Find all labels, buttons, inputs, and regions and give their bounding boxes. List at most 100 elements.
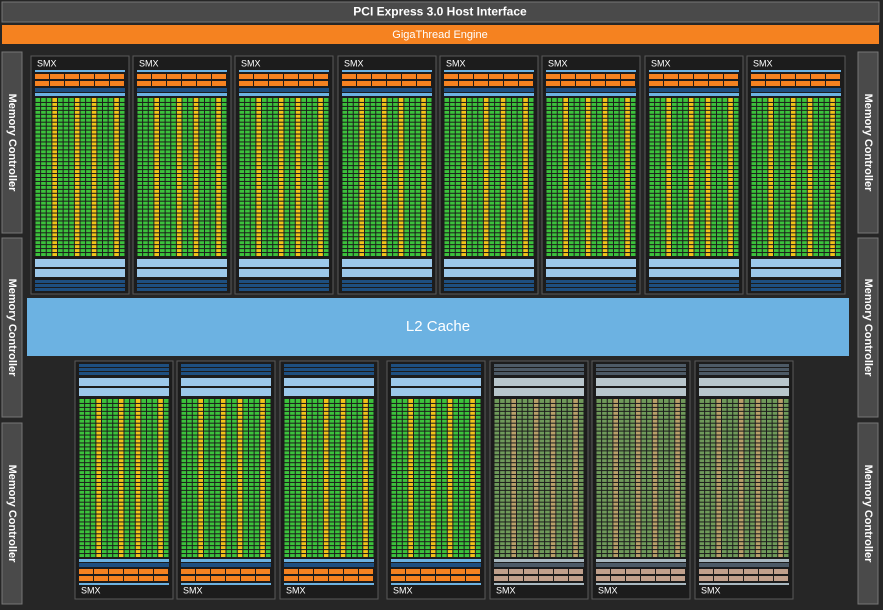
- core-row-gap: [79, 414, 169, 416]
- core-row-gap: [35, 117, 125, 119]
- texture-row: [444, 288, 534, 291]
- core-row-gap: [391, 434, 481, 436]
- core-row-gap: [444, 228, 534, 230]
- shared-memory: [751, 259, 841, 267]
- warp-scheduler: [254, 74, 268, 79]
- core-row-gap: [342, 204, 432, 206]
- core-row-gap: [137, 192, 227, 194]
- core-row-gap: [35, 161, 125, 163]
- core-row-gap: [699, 478, 789, 479]
- core-row-gap: [596, 438, 686, 440]
- core-row-gap: [342, 220, 432, 222]
- core-row-gap: [35, 137, 125, 139]
- core-row-gap: [649, 224, 739, 226]
- core-row-gap: [596, 537, 686, 539]
- core-row-gap: [137, 204, 227, 206]
- l1-cache: [751, 269, 841, 277]
- core-row-gap: [35, 180, 125, 182]
- core-row-gap: [181, 446, 271, 448]
- texture-row: [79, 364, 169, 367]
- dispatch-row: [596, 563, 686, 567]
- texture-row: [181, 364, 271, 367]
- warp-scheduler: [781, 74, 795, 79]
- core-row-gap: [35, 216, 125, 218]
- warp-scheduler: [489, 81, 503, 86]
- smx-label: SMX: [241, 58, 261, 68]
- core-row-gap: [494, 454, 584, 456]
- texture-row: [546, 288, 636, 291]
- core-row-gap: [699, 402, 789, 404]
- core-row-gap: [596, 505, 686, 507]
- core-row-gap: [284, 529, 374, 531]
- core-row-gap: [35, 196, 125, 198]
- warp-scheduler: [181, 569, 195, 574]
- warp-scheduler: [679, 74, 693, 79]
- core-row-gap: [284, 418, 374, 420]
- dispatch-row: [181, 563, 271, 567]
- core-row-gap: [596, 406, 686, 408]
- core-row-gap: [699, 537, 789, 539]
- core-row-gap: [137, 232, 227, 234]
- core-row-gap: [699, 442, 789, 444]
- core-row-gap: [444, 153, 534, 155]
- warp-scheduler: [212, 74, 226, 79]
- core-row-gap: [444, 113, 534, 115]
- core-row-gap: [181, 478, 271, 479]
- core-row-gap: [35, 232, 125, 234]
- register-file: [284, 559, 374, 562]
- core-row-gap: [137, 200, 227, 202]
- texture-row: [596, 372, 686, 375]
- core-row-gap: [284, 414, 374, 416]
- core-row-gap: [181, 521, 271, 523]
- core-row-gap: [79, 458, 169, 460]
- core-row-gap: [181, 501, 271, 503]
- smx-label: SMX: [548, 58, 568, 68]
- smx-line: [546, 70, 636, 72]
- core-row-gap: [444, 109, 534, 111]
- core-row-gap: [649, 192, 739, 194]
- core-row-gap: [391, 418, 481, 420]
- core-row-gap: [181, 505, 271, 507]
- warp-scheduler: [241, 569, 255, 574]
- core-row-gap: [79, 517, 169, 519]
- core-row-gap: [596, 402, 686, 404]
- core-row-gap: [596, 485, 686, 487]
- warp-scheduler: [284, 74, 298, 79]
- core-row-gap: [342, 184, 432, 186]
- core-row-gap: [649, 228, 739, 230]
- core-row-gap: [181, 406, 271, 408]
- warp-scheduler: [596, 569, 610, 574]
- core-row-gap: [284, 517, 374, 519]
- core-row-gap: [494, 418, 584, 420]
- warp-scheduler: [152, 74, 166, 79]
- core-row-gap: [391, 470, 481, 472]
- core-row-gap: [546, 177, 636, 178]
- core-row-gap: [391, 474, 481, 476]
- core-row-gap: [79, 422, 169, 424]
- warp-scheduler: [694, 74, 708, 79]
- core-row-gap: [596, 470, 686, 472]
- core-row-gap: [239, 184, 329, 186]
- core-row-gap: [35, 125, 125, 127]
- warp-scheduler: [451, 576, 465, 581]
- texture-row: [342, 280, 432, 283]
- core-row-gap: [342, 149, 432, 151]
- core-row-gap: [284, 454, 374, 456]
- core-row-gap: [239, 105, 329, 107]
- core-row-gap: [391, 414, 481, 416]
- texture-row: [649, 288, 739, 291]
- core-row-gap: [239, 244, 329, 246]
- warp-scheduler: [284, 81, 298, 86]
- core-row-gap: [239, 117, 329, 119]
- core-row-gap: [239, 188, 329, 190]
- core-row-gap: [699, 422, 789, 424]
- dispatch-row: [699, 563, 789, 567]
- core-row-gap: [546, 248, 636, 250]
- texture-row: [239, 280, 329, 283]
- core-row-gap: [342, 200, 432, 202]
- core-row-gap: [137, 244, 227, 246]
- shared-memory: [35, 259, 125, 267]
- core-row-gap: [751, 133, 841, 135]
- warp-scheduler: [729, 569, 743, 574]
- core-row-gap: [391, 426, 481, 428]
